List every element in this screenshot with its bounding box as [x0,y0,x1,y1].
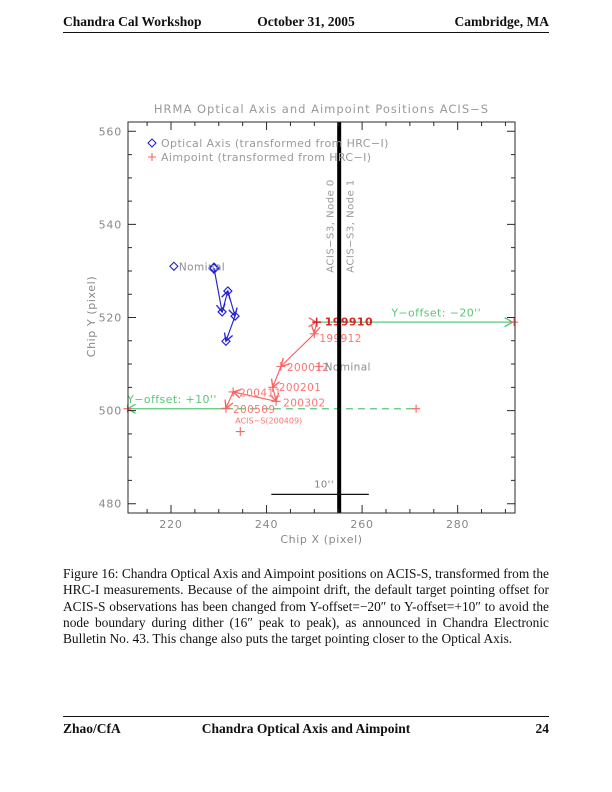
footer-title: Chandra Optical Axis and Aimpoint [201,721,411,736]
aimpoint-point [221,403,231,413]
aimpoint-point-label: 200411 [239,387,281,399]
aimpoint-point-label: 200012 [287,362,329,374]
y-tick-label: 520 [99,312,122,325]
offset-end-plus [510,318,519,327]
x-tick-label: 240 [255,518,278,531]
optical-axis-nominal-marker [169,261,179,272]
header-center: October 31, 2005 [257,14,355,29]
optical-axis-segment [213,268,226,314]
x-tick-label: 280 [446,518,469,531]
node0-label: ACIS−S3, Node 0 [326,179,337,273]
aimpoint-point [268,382,278,392]
offset-label: Y−offset: −20'' [390,307,481,320]
header-rule [63,32,549,33]
header-right: Cambridge, MA [454,14,550,29]
footer-rule [63,716,549,717]
offset-label: Y−offset: +10'' [126,393,217,406]
y-tick-label: 480 [99,498,122,511]
aimpoint-segment [224,391,234,410]
node1-label: ACIS−S3, Node 1 [346,179,357,273]
optical-axis-nominal-label: Nominal [179,261,225,273]
figure-chart: HRMA Optical Axis and Aimpoint Positions… [85,102,519,546]
y-tick-label: 540 [99,218,122,231]
aimpoint-extra-label: ACIS−S(200409) [235,417,302,426]
x-axis-title: Chip X (pixel) [280,533,362,546]
offset-end-plus [412,404,421,413]
aimpoint-segment [269,387,280,403]
aimpoint-point [276,361,286,371]
legend-label: Optical Axis (transformed from HRC−I) [161,137,389,150]
page-header: Chandra Cal Workshop October 31, 2005 Ca… [63,14,549,30]
chart-title: HRMA Optical Axis and Aimpoint Positions… [154,102,489,116]
aimpoint-segment [231,388,277,402]
aimpoint-segment [270,366,282,389]
aimpoint-point-label: 199910 [325,316,373,329]
y-axis-title: Chip Y (pixel) [85,276,98,357]
aimpoint-point-label: 200201 [279,382,321,394]
x-tick-label: 260 [350,518,373,531]
page-footer: Zhao/CfA Chandra Optical Axis and Aimpoi… [63,721,549,737]
optical-axis-point [217,307,227,317]
optical-axis-point [221,336,231,347]
aimpoint-point [312,317,322,327]
aimpoint-nominal-marker [314,361,324,371]
legend-diamond-icon [147,138,157,148]
optical-axis-point [230,311,240,321]
legend-plus-icon [148,153,156,161]
optical-axis-point [223,286,233,296]
aimpoint-point [228,387,238,397]
aimpoint-point-label: 200509 [233,404,275,416]
aimpoint-nominal-label: Nominal [325,361,371,373]
aimpoint-point [309,329,319,339]
optical-axis-segment [227,290,238,318]
optical-axis-point [208,262,220,275]
aimpoint-point-label: 200302 [283,397,325,409]
y-tick-label: 560 [99,125,122,138]
legend-label: Aimpoint (transformed from HRC−I) [161,151,371,164]
aimpoint-point [271,396,281,406]
x-tick-label: 220 [159,518,182,531]
header-left: Chandra Cal Workshop [63,14,202,29]
aimpoint-extra-marker [235,427,245,437]
scale-bar-label: 10'' [314,479,334,490]
footer-author: Zhao/CfA [63,721,121,736]
optical-axis-segment [223,315,236,343]
y-tick-label: 500 [99,405,122,418]
footer-page-number: 24 [535,721,550,736]
figure-caption: Figure 16: Chandra Optical Axis and Aimp… [63,566,549,647]
aimpoint-segment [279,333,315,368]
